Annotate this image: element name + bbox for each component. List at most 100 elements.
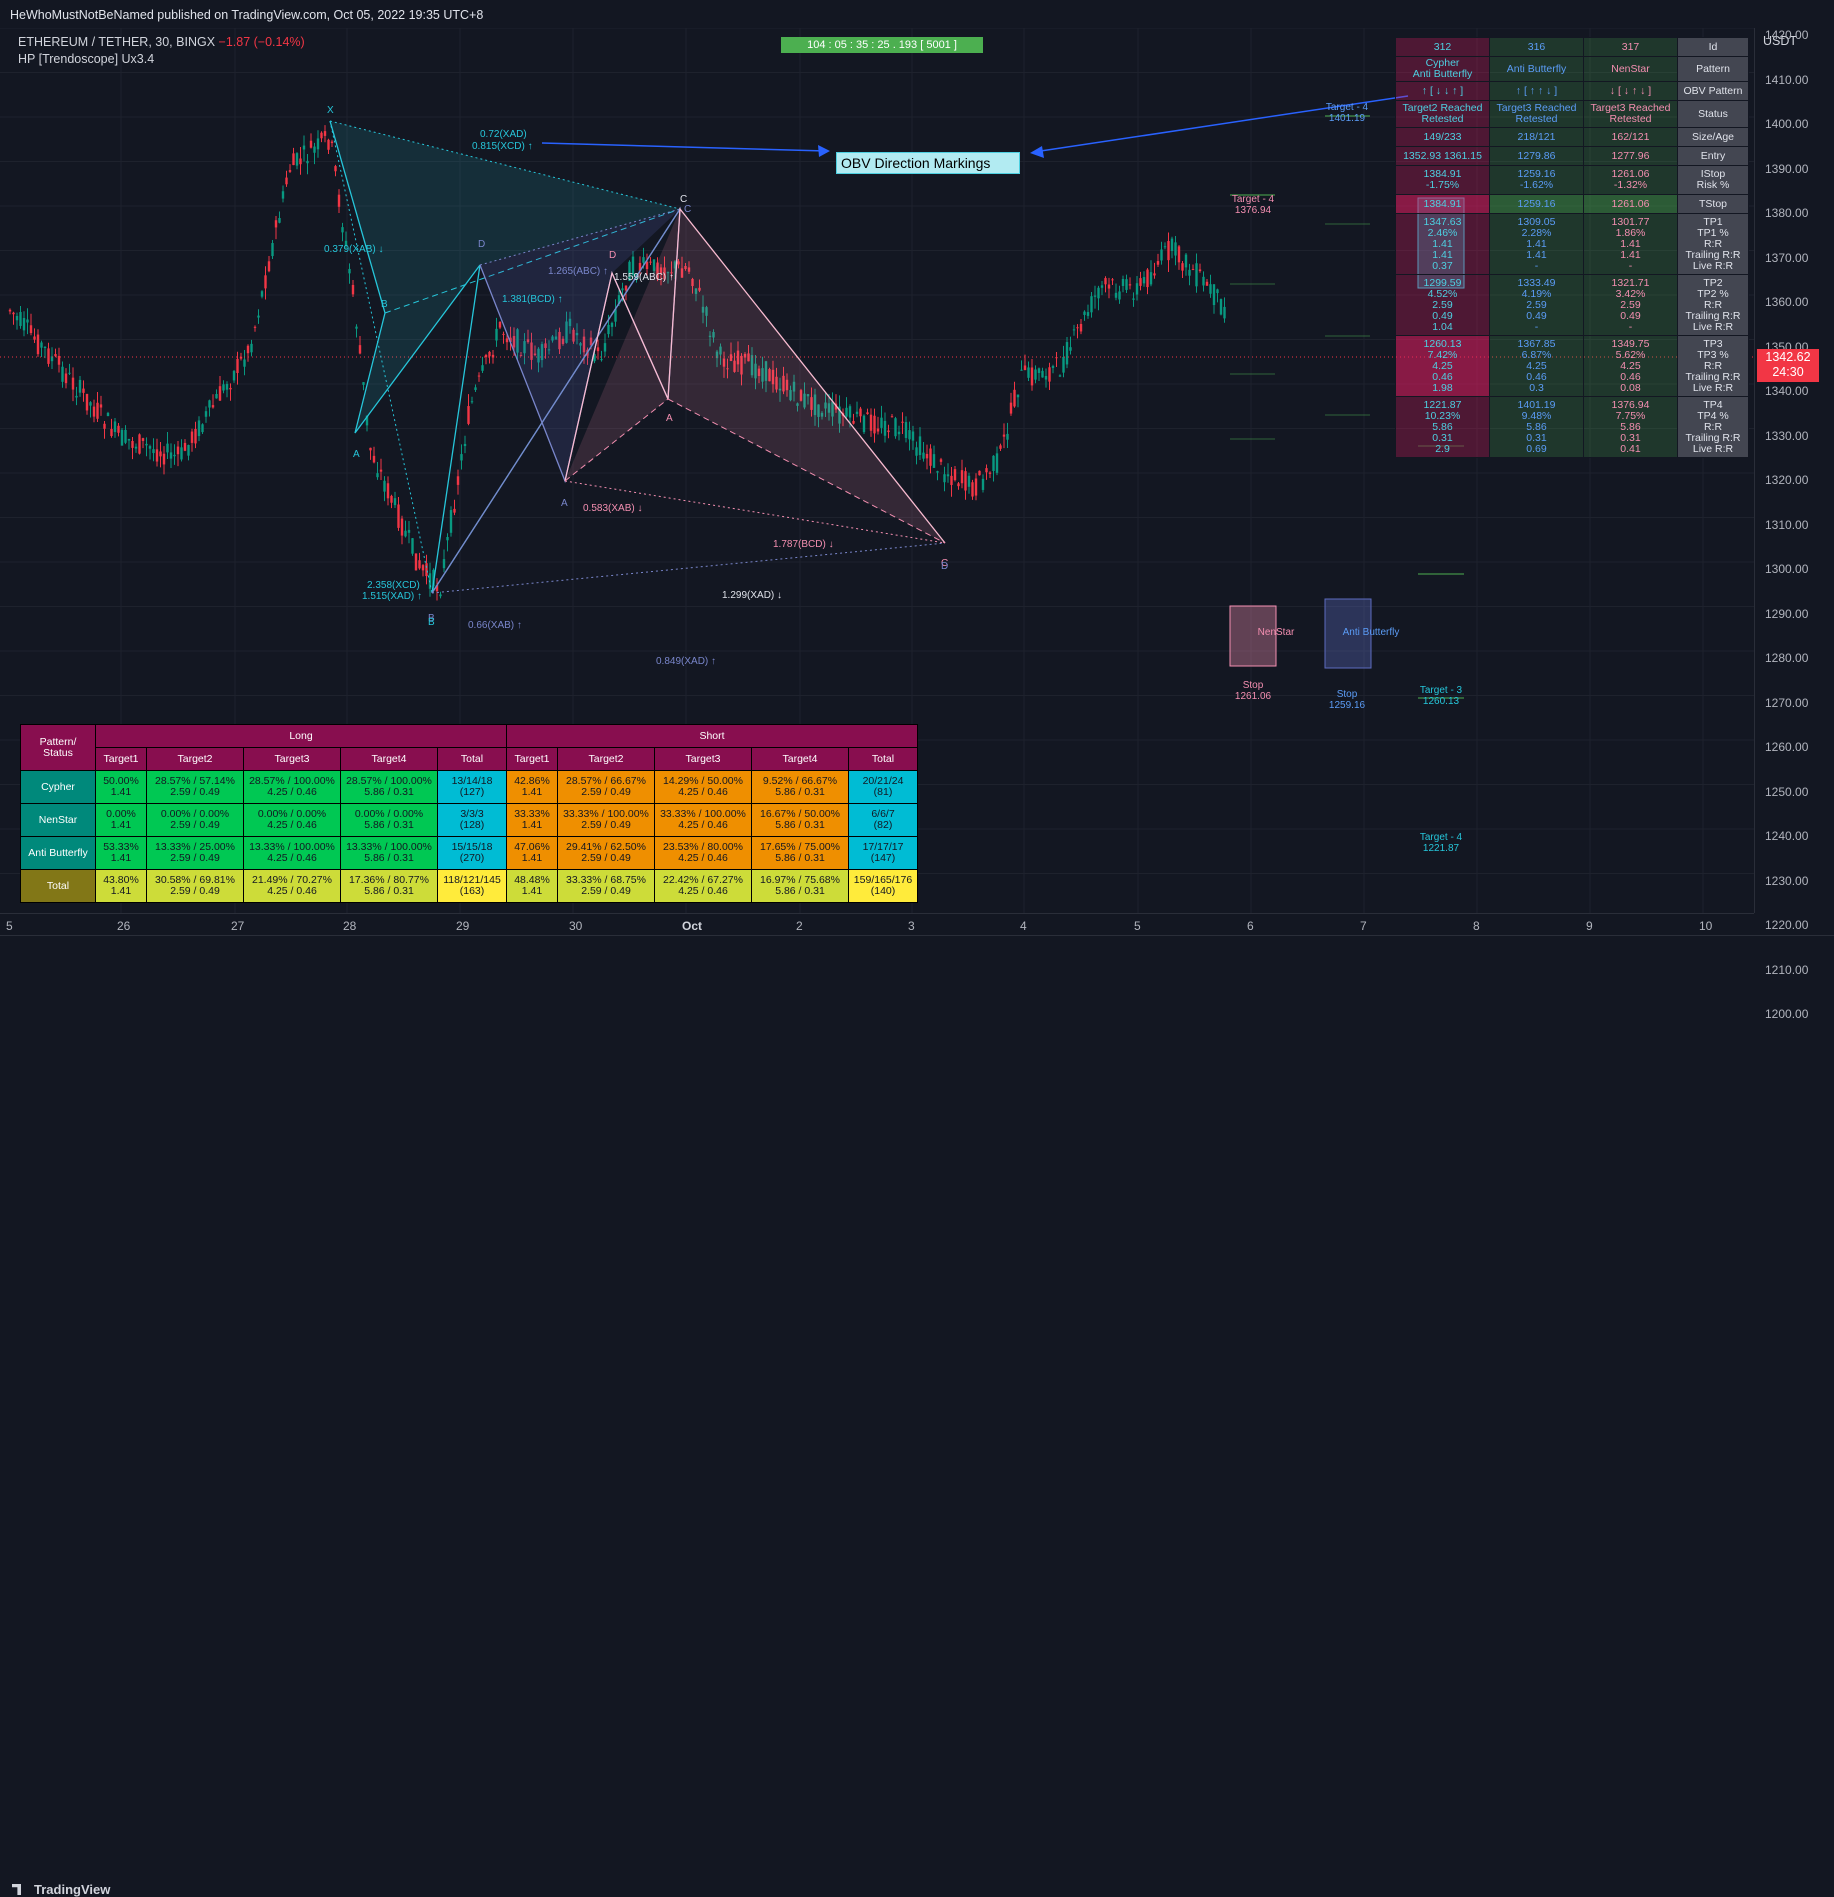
stats-cell: 218/121 [1489,127,1584,147]
pivot-label: C [680,194,687,205]
stat-cell: 50.00% 1.41 [95,770,147,804]
time-tick: 8 [1473,919,1480,933]
ratio-label: 1.559(ABC) ↑ [614,272,674,283]
stat-cell: 47.06% 1.41 [506,836,558,870]
stat-cell: 17/17/17 (147) [848,836,918,870]
ratio-label: 1.787(BCD) ↓ [773,539,834,550]
column-header: Target3 [243,747,341,771]
time-axis[interactable]: 5 26 27 28 29 30 Oct 2 3 4 5 6 7 8 9 10 [0,913,1754,936]
stop-label: Stop [1337,689,1358,700]
obv-arrowhead-left [818,145,830,157]
pivot-labels: X A B C D A B C D A B C D [327,105,948,628]
cypher-xd-line [329,120,681,210]
price-axis[interactable]: USDT 1420.00 1410.00 1400.00 1390.00 1380.00… [1754,28,1834,1021]
indicator-legend[interactable]: HP [Trendoscope] Ux3.4 [18,52,155,66]
time-tick: 30 [569,919,583,933]
antibutterfly-trade-box [1324,598,1372,669]
stat-cell: 33.33% / 100.00% 4.25 / 0.46 [654,803,752,837]
current-price-value: 1342.62 [1765,350,1811,364]
stat-cell: 33.33% / 100.00% 2.59 / 0.49 [557,803,655,837]
stat-cell: 53.33% 1.41 [95,836,147,870]
time-tick: 6 [1247,919,1254,933]
price-tick: 1360.00 [1765,295,1809,309]
column-header: Target1 [95,747,147,771]
pattern-antibutterfly-fill [480,209,680,481]
ratio-label: 0.849(XAD) ↑ [656,656,716,667]
stats-cell: 162/121 [1583,127,1678,147]
stat-cell: 0.00% / 0.00% 2.59 / 0.49 [146,803,244,837]
brand-name: TradingView [34,1882,111,1897]
stat-cell: 16.67% / 50.00% 5.86 / 0.31 [751,803,849,837]
column-header: Total [437,747,507,771]
target-label: Target - 4 [1326,102,1369,113]
price-tick: 1220.00 [1765,918,1809,932]
stat-cell: 33.33% / 68.75% 2.59 / 0.49 [557,869,655,903]
stats-cell: TP3 TP3 % R:R Trailing R:R Live R:R [1677,335,1749,397]
pivot-label: C [684,204,691,215]
symbol-name[interactable]: ETHEREUM / TETHER, 30, BINGX [18,35,216,49]
stats-cell: 1299.59 4.52% 2.59 0.49 1.04 [1395,274,1490,336]
pivot-label: D [941,561,948,572]
price-tick: 1290.00 [1765,606,1809,621]
ratio-label: 2.358(XCD) [367,580,420,591]
price-tick: 1200.00 [1765,1007,1809,1021]
stat-cell: 13.33% / 100.00% 4.25 / 0.46 [243,836,341,870]
stats-cell: Target2 Reached Retested [1395,100,1490,128]
time-tick: 2 [796,919,803,933]
long-header: Long [95,724,507,748]
price-tick: 1300.00 [1765,562,1809,576]
price-tick: 1380.00 [1765,206,1809,220]
tradingview-logo[interactable]: TradingView [12,1882,110,1897]
stats-cell: ↑ [ ↓ ↓ ↑ ] [1395,81,1490,101]
stats-cell: 1279.86 [1489,146,1584,166]
price-change: −1.87 (−0.14%) [218,35,305,49]
box-label: NenStar [1258,627,1295,638]
pivot-label: D [609,250,616,261]
stat-cell: 0.00% / 0.00% 5.86 / 0.31 [340,803,438,837]
stat-cell: 29.41% / 62.50% 2.59 / 0.49 [557,836,655,870]
time-tick: 3 [908,919,915,933]
stat-cell: 23.53% / 80.00% 4.25 / 0.46 [654,836,752,870]
stat-cell: 28.57% / 57.14% 2.59 / 0.49 [146,770,244,804]
symbol-legend[interactable]: ETHEREUM / TETHER, 30, BINGX −1.87 (−0.1… [18,35,305,49]
stat-cell: 21.49% / 70.27% 4.25 / 0.46 [243,869,341,903]
stop-label: 1259.16 [1329,700,1366,711]
stats-cell: 1221.87 10.23% 5.86 0.31 2.9 [1395,396,1490,458]
target-label: Target - 4 [1420,832,1463,843]
stat-cell: 28.57% / 100.00% 4.25 / 0.46 [243,770,341,804]
stat-cell: 0.00% / 0.00% 4.25 / 0.46 [243,803,341,837]
stat-cell: 13/14/18 (127) [437,770,507,804]
stats-row: 312 316 317 Id [1395,37,1749,57]
column-header: Total [848,747,918,771]
time-tick: 26 [117,919,131,933]
current-price-badge: 1342.62 24:30 [1757,349,1819,382]
bar-countdown: 24:30 [1772,365,1804,379]
stat-cell: 20/21/24 (81) [848,770,918,804]
stats-cell: 149/233 [1395,127,1490,147]
publisher-text: HeWhoMustNotBeNamed published on Trading… [10,8,484,22]
price-tick: 1390.00 [1765,161,1809,176]
table-row: Total 43.80% 1.41 30.58% / 69.81% 2.59 / 0… [20,869,918,903]
pattern-performance-table: Pattern/ Status Long Short Target1 Target… [20,724,918,903]
stats-cell: OBV Pattern [1677,81,1749,101]
candles [8,125,1226,601]
price-tick: 1370.00 [1765,250,1809,265]
stats-cell: Cypher Anti Butterfly [1395,56,1490,82]
stats-cell: NenStar [1583,56,1678,82]
target-label: 1401.19 [1329,113,1366,124]
pattern-cypher-fill [330,121,680,433]
pivot-label: D [478,239,485,250]
pivot-label: X [327,105,334,116]
cypher-bd-line [384,208,681,314]
stats-cell: 1261.06 -1.32% [1583,165,1678,195]
stats-cell: Id [1677,37,1749,57]
column-header: Target3 [654,747,752,771]
pivot-label: B [428,613,435,624]
pivot-label: A [561,498,568,509]
pattern-name: Anti Butterfly [20,836,96,870]
pattern-name: NenStar [20,803,96,837]
stats-row: Target2 Reached Retested Target3 Reached … [1395,100,1749,128]
pivot-label: B [381,299,388,310]
ratio-label: 1.299(XAD) ↓ [722,590,782,601]
stats-row: ↑ [ ↓ ↓ ↑ ] ↑ [ ↑ ↑ ↓ ] ↓ [ ↓ ↑ ↓ ] OBV Pat… [1395,81,1749,101]
